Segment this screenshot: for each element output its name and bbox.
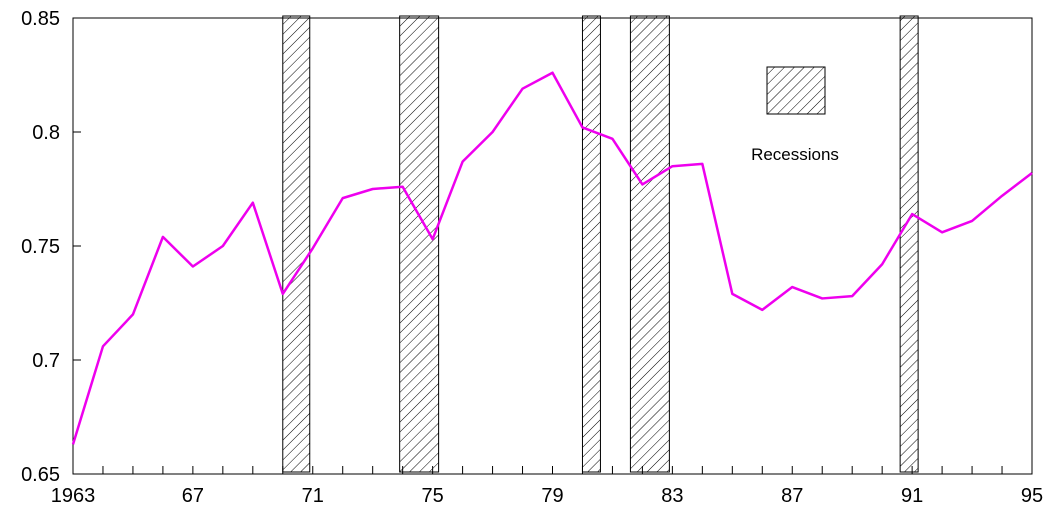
axis-ticks: 1963 67 71 75 79 83 87 91 95 0.65 0.7 0.75 0.8 0.85 — [21, 8, 1043, 507]
recession-band — [399, 15, 440, 473]
y-tick-label: 0.75 — [21, 236, 60, 258]
legend-label: Recessions — [751, 145, 839, 164]
x-tick-label: 91 — [901, 485, 923, 507]
x-tick-label: 83 — [661, 485, 683, 507]
recession-band — [899, 15, 919, 473]
recession-bands — [282, 15, 919, 473]
x-tick-label: 1963 — [51, 485, 96, 507]
series-line — [71, 71, 1033, 445]
recession-band — [581, 15, 601, 473]
recession-band — [282, 15, 311, 473]
y-tick-label: 0.85 — [21, 8, 60, 30]
y-tick-label: 0.8 — [32, 122, 60, 144]
x-tick-label: 87 — [781, 485, 803, 507]
legend: Recessions — [751, 66, 839, 164]
recession-band — [629, 15, 670, 473]
x-tick-label: 67 — [182, 485, 204, 507]
y-tick-label: 0.7 — [32, 350, 60, 372]
x-tick-label: 79 — [541, 485, 563, 507]
legend-swatch — [766, 66, 826, 115]
x-tick-label: 95 — [1021, 485, 1043, 507]
x-tick-label: 75 — [422, 485, 444, 507]
plot-area-frame — [72, 17, 1033, 475]
x-tick-label: 71 — [302, 485, 324, 507]
y-tick-label: 0.65 — [21, 464, 60, 486]
